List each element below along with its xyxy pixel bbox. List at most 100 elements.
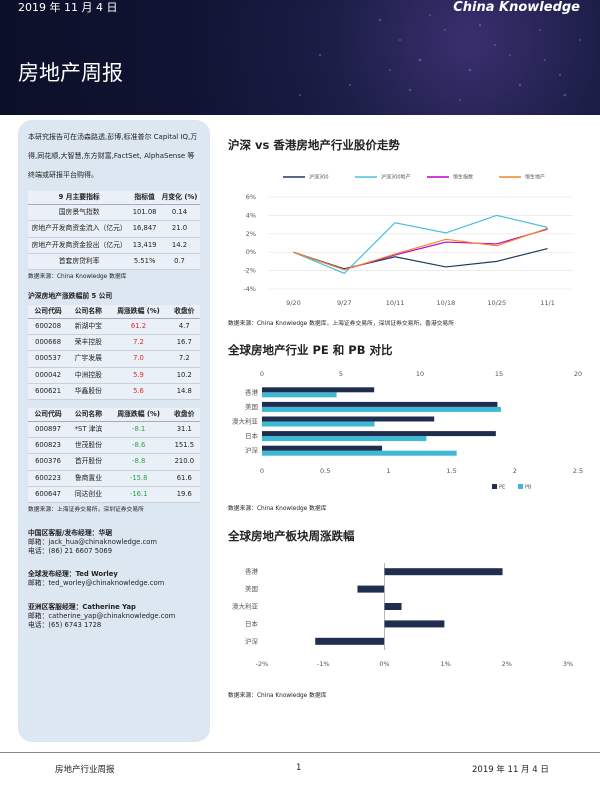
cell: 国房景气指数 [28, 204, 131, 222]
cell: 210.0 [168, 453, 200, 471]
x-tick-label: 15 [495, 370, 503, 378]
source: 数据来源：China Knowledge 数据库 [28, 273, 127, 280]
y-tick-label: 2% [246, 230, 256, 238]
row: 600376 首开股份 -8.8 210.0 [28, 453, 200, 471]
cell: 中洲控股 [68, 367, 109, 384]
cell: 13,419 [130, 237, 159, 254]
contact-title: 亚洲区客服经理：Catherine Yap [28, 602, 136, 611]
bar [262, 450, 457, 456]
sidebar: 本研究报告可在汤森路透,彭博,标准普尔 Capital IQ,万得,同花顺,大智… [18, 120, 210, 742]
line [293, 247, 548, 270]
cell: 000537 [28, 350, 69, 368]
top-table: 公司代码 公司名称 周涨跌幅 (%) 收盘价 600208 新湖中宝 61.2 4.7 0006… [28, 304, 200, 400]
header-cell: 收盘价 [168, 407, 200, 423]
header-row: 公司代码 公司名称 周涨跌幅 (%) 收盘价 [28, 304, 200, 320]
category-label: 沪深 [245, 446, 259, 455]
header-cell: 公司代码 [28, 304, 69, 320]
x2-tick-label: 0.5 [320, 467, 330, 475]
bar [384, 620, 445, 628]
cell: 4.7 [168, 318, 200, 336]
x-tick-label: 9/20 [286, 299, 301, 307]
bar [357, 585, 385, 593]
cell: 61.2 [108, 318, 169, 336]
cell: 16,847 [130, 220, 159, 238]
legend-swatch [518, 484, 523, 489]
header-cell: 9 月主要指标 [28, 191, 131, 206]
category-label: 美国 [245, 584, 258, 593]
row: 600208 新湖中宝 61.2 4.7 [28, 318, 200, 336]
bar [262, 421, 375, 427]
cell: 600376 [28, 453, 69, 471]
cell: 0.14 [158, 204, 200, 222]
header-row: 9 月主要指标 指标值 月变化 (%) [28, 191, 200, 206]
contact-line: 邮箱：catherine_yap@chinaknowledge.com [28, 611, 176, 620]
bottom-table: 公司代码 公司名称 周涨跌幅 (%) 收盘价 000897 *ST 津滨 -8.1 31.1 6… [28, 407, 200, 503]
x-tick-label: 11/1 [540, 299, 555, 307]
header-cell: 月变化 (%) [158, 191, 200, 206]
chart-source: 数据来源：China Knowledge 数据库，上海证券交易所，深圳证券交易所… [228, 321, 455, 327]
header-cell: 指标值 [130, 191, 159, 206]
cell: 600208 [28, 318, 69, 336]
footer-date: 2019 年 11 月 4 日 [472, 765, 549, 775]
x-tick-label: 20 [574, 370, 582, 378]
row: 000668 荣丰控股 7.2 16.7 [28, 334, 200, 352]
category-label: 澳大利亚 [232, 417, 259, 426]
cell: 600823 [28, 437, 69, 455]
legend-label: PB [525, 485, 532, 491]
contact-line: 电话：(65) 6743 1728 [28, 620, 102, 629]
row: 国房景气指数 101.08 0.14 [28, 204, 200, 222]
legend-label: 沪深300 [309, 174, 329, 181]
chart-title: 全球房地产板块周涨跌幅 [228, 529, 355, 543]
bar [262, 387, 375, 393]
x-tick-label: -1% [317, 660, 330, 668]
x-tick-label: 10/25 [487, 299, 506, 307]
x2-tick-label: 1 [386, 467, 390, 475]
x-tick-label: -2% [256, 660, 269, 668]
chart-source: 数据来源：China Knowledge 数据库 [228, 506, 327, 512]
legend-label: 恒生指数 [453, 174, 473, 181]
cell: 600223 [28, 470, 69, 487]
x-tick-label: 3% [563, 660, 573, 668]
bar [384, 568, 503, 576]
y-tick-label: -4% [243, 285, 256, 293]
contact: 全球发布经理：Ted Worley 邮箱：ted_worley@chinaknow… [28, 570, 200, 588]
chart-title: 沪深 vs 香港房地产行业股价走势 [228, 138, 400, 152]
contact: 中国区客服/发布经理：华琚 邮箱：jack_hua@chinaknowledge.… [28, 529, 200, 557]
cell: 61.6 [168, 470, 200, 487]
cell: 荣丰控股 [68, 334, 109, 352]
bar [262, 416, 435, 422]
chart-source: 数据来源：China Knowledge 数据库 [228, 693, 327, 699]
row: 房地产开发商资金投出（亿元） 13,419 14.2 [28, 237, 200, 254]
row: 000042 中洲控股 5.9 10.2 [28, 367, 200, 384]
contact-line: 电话：(86) 21 6607 5069 [28, 547, 113, 556]
cell: 5.51% [130, 253, 159, 270]
cell: 0.7 [158, 253, 200, 270]
header-cell: 公司名称 [68, 304, 109, 320]
cell: 7.2 [168, 350, 200, 368]
section-title: 沪深房地产涨跌幅前 5 公司 [28, 291, 113, 300]
cell: 21.0 [158, 220, 200, 238]
header-row: 公司代码 公司名称 周涨跌幅 (%) 收盘价 [28, 407, 200, 423]
x2-tick-label: 1.5 [446, 467, 456, 475]
header-pattern [299, 14, 581, 101]
legend-swatch [492, 484, 497, 489]
cell: 600621 [28, 383, 69, 400]
page-title: 房地产周报 [18, 61, 123, 85]
row: 000537 广宇发展 7.0 7.2 [28, 350, 200, 368]
x2-tick-label: 2.5 [573, 467, 583, 475]
x-tick-label: 5 [339, 370, 343, 378]
cell: 世茂股份 [68, 437, 109, 455]
header-cell: 公司代码 [28, 407, 69, 423]
x-tick-label: 1% [440, 660, 450, 668]
contact-title: 全球发布经理：Ted Worley [28, 570, 118, 579]
header-cell: 周涨跌幅 (%) [108, 304, 169, 320]
cell: 房地产开发商资金流入（亿元） [28, 220, 131, 238]
cell: 首开股份 [68, 453, 109, 471]
header: 2019 年 11 月 4 日 China Knowledge 房地产周报 [0, 0, 600, 115]
row: 600621 华鑫股份 5.6 14.8 [28, 383, 200, 400]
cell: 14.8 [168, 383, 200, 400]
logo: China Knowledge [453, 0, 580, 15]
y-tick-label: -2% [243, 267, 256, 275]
cell: *ST 津滨 [68, 421, 109, 439]
